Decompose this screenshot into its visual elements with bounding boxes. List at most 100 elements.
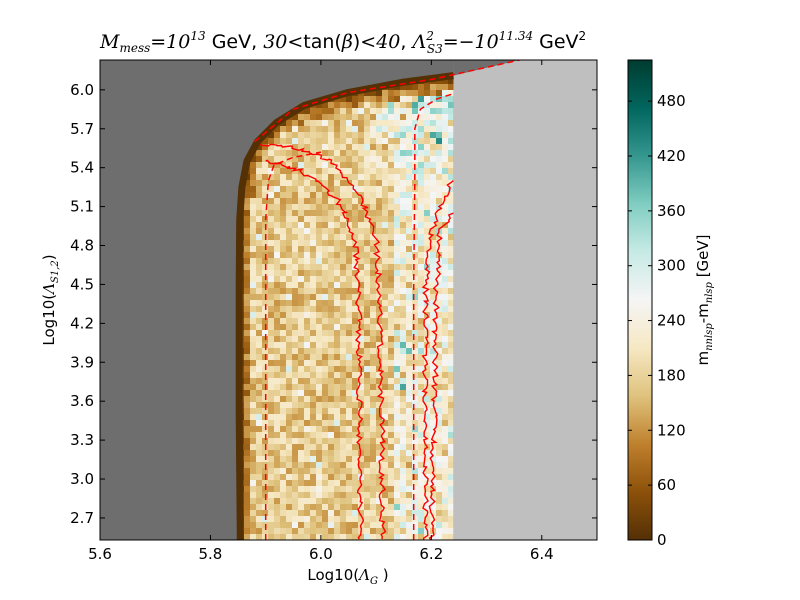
heatmap-cell [400,252,407,259]
heatmap-cell [322,414,329,421]
heatmap-cell [430,510,437,517]
heatmap-cell [328,210,335,217]
y-tick-label: 5.4 [70,159,94,177]
heatmap-cell [418,294,425,301]
heatmap-cell [322,462,329,469]
heatmap-cell [430,372,437,379]
heatmap-cell [256,402,263,409]
ylabel-sym: Λ [40,283,58,296]
heatmap-cell [280,252,287,259]
heatmap-cell [280,366,287,373]
heatmap-cell [292,402,299,409]
heatmap-cell [436,84,443,91]
heatmap-cell [412,534,419,540]
heatmap-cell [310,192,317,199]
heatmap-cell [412,522,419,529]
heatmap-cell [412,252,419,259]
heatmap-cell [394,126,401,133]
heatmap-cell [364,444,371,451]
heatmap-cell [376,324,383,331]
heatmap-cell [382,360,389,367]
heatmap-cell [316,384,323,391]
heatmap-cell [364,372,371,379]
heatmap-cell [328,240,335,247]
heatmap-cell [442,384,449,391]
heatmap-cell [376,210,383,217]
heatmap-cell [298,342,305,349]
heatmap-cell [442,294,449,301]
heatmap-cell [286,390,293,397]
heatmap-cell [436,276,443,283]
heatmap-cell [430,312,437,319]
heatmap-cell [256,324,263,331]
heatmap-cell [352,204,359,211]
heatmap-cell [394,492,401,499]
heatmap-cell [400,84,407,91]
heatmap-cell [376,288,383,295]
heatmap-cell [346,306,353,313]
heatmap-cell [442,318,449,325]
title-beta: β [341,31,353,53]
heatmap-cell [244,438,251,445]
heatmap-cell [316,234,323,241]
heatmap-cell [436,414,443,421]
heatmap-cell [370,270,377,277]
heatmap-cell [370,264,377,271]
heatmap-cell [298,240,305,247]
heatmap-cell [442,144,449,151]
heatmap-cell [340,126,347,133]
heatmap-cell [340,96,347,103]
heatmap-cell [334,498,341,505]
heatmap-cell [316,156,323,163]
heatmap-cell [376,516,383,523]
heatmap-cell [316,144,323,151]
heatmap-cell [244,228,251,235]
heatmap-cell [250,384,257,391]
heatmap-cell [436,186,443,193]
heatmap-cell [286,384,293,391]
heatmap-cell [412,396,419,403]
heatmap-cell [382,372,389,379]
heatmap-cell [268,276,275,283]
heatmap-cell [256,522,263,529]
heatmap-cell [304,510,311,517]
heatmap-cell [244,528,251,535]
heatmap-cell [376,204,383,211]
heatmap-cell [268,498,275,505]
heatmap-cell [256,438,263,445]
heatmap-cell [352,246,359,253]
heatmap-cell [298,492,305,499]
heatmap-cell [268,348,275,355]
heatmap-cell [394,162,401,169]
heatmap-cell [412,492,419,499]
heatmap-cell [418,276,425,283]
heatmap-cell [304,216,311,223]
heatmap-cell [436,432,443,439]
heatmap-cell [400,126,407,133]
heatmap-cell [292,330,299,337]
heatmap-cell [442,240,449,247]
heatmap-cell [316,480,323,487]
heatmap-cell [376,198,383,205]
heatmap-cell [268,174,275,181]
heatmap-cell [448,468,454,475]
heatmap-cell [370,312,377,319]
heatmap-cell [292,522,299,529]
heatmap-cell [304,450,311,457]
heatmap-cell [340,462,347,469]
heatmap-cell [388,294,395,301]
heatmap-cell [352,384,359,391]
heatmap-cell [292,222,299,229]
heatmap-cell [382,408,389,415]
heatmap-cell [370,402,377,409]
heatmap-cell [406,234,413,241]
heatmap-cell [334,210,341,217]
heatmap-cell [328,456,335,463]
heatmap-cell [406,216,413,223]
heatmap-cell [358,204,365,211]
heatmap-cell [292,438,299,445]
heatmap-cell [358,252,365,259]
heatmap-cell [334,126,341,133]
heatmap-cell [370,216,377,223]
heatmap-cell [370,144,377,151]
